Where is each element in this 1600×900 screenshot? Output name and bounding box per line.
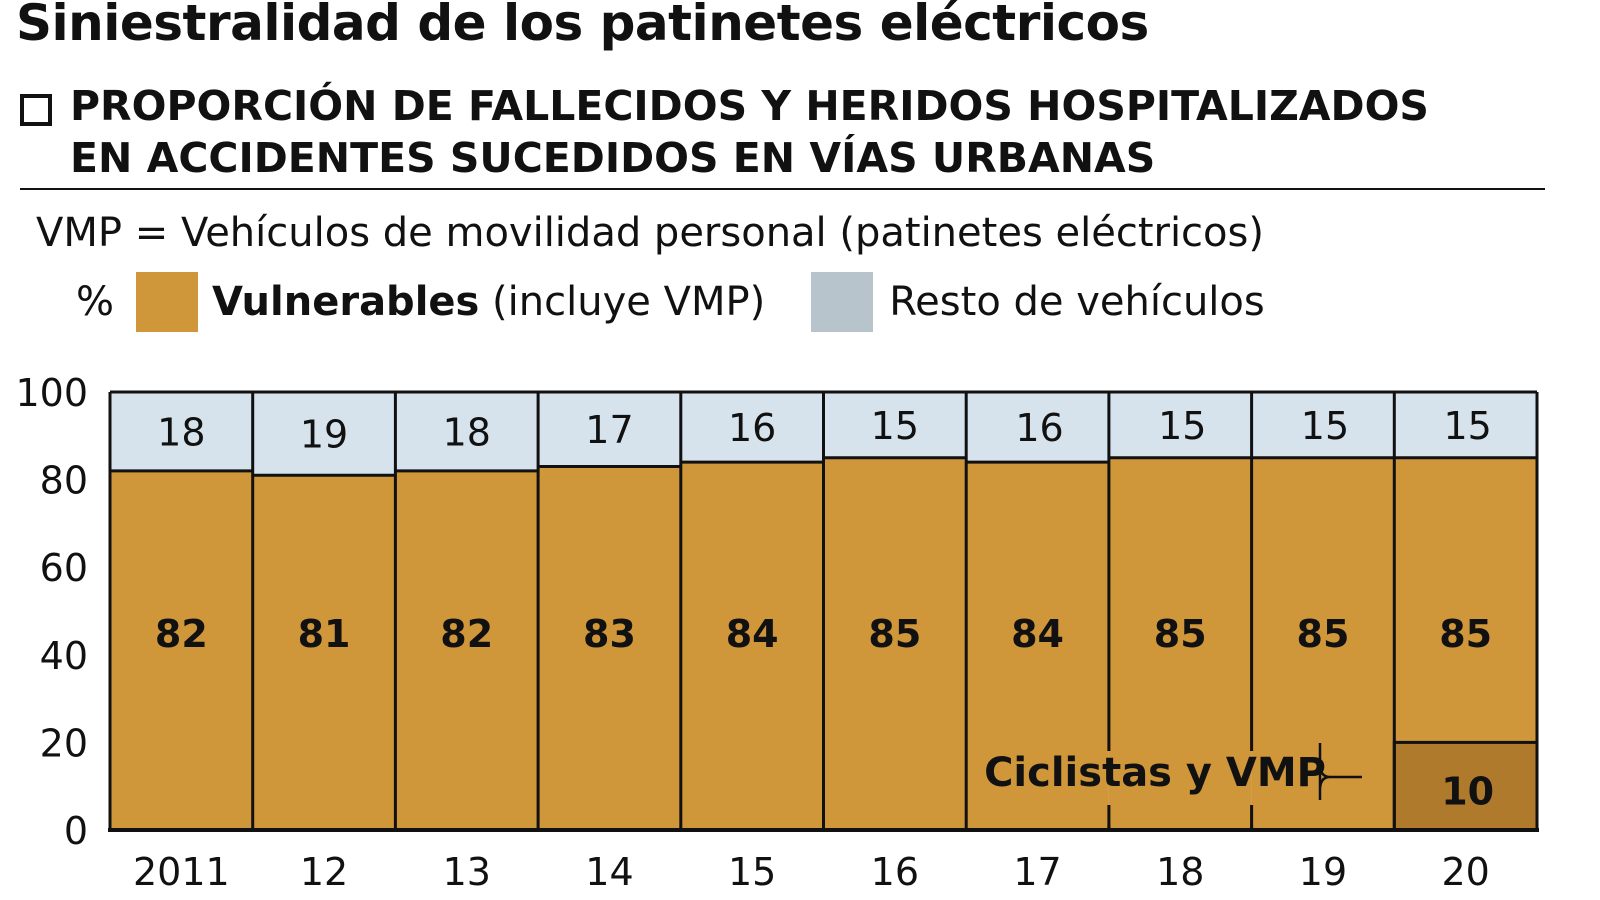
legend-swatch-resto — [811, 272, 874, 332]
data-label-resto: 15 — [1158, 404, 1206, 448]
data-label-ciclistas-vmp: 10 — [1441, 769, 1494, 813]
bar-segment-resto — [1251, 392, 1395, 458]
data-label-vulnerables: 85 — [868, 612, 921, 656]
subtitle-line-1: PROPORCIÓN DE FALLECIDOS Y HERIDOS HOSPI… — [70, 82, 1429, 130]
x-tick-label: 17 — [1013, 850, 1061, 894]
bar-segment-resto — [252, 392, 396, 476]
x-tick-label: 15 — [728, 850, 776, 894]
legend-label-resto: Resto de vehículos — [889, 279, 1265, 325]
y-tick-label: 20 — [40, 721, 88, 765]
chart-title: Siniestralidad de los patinetes eléctric… — [16, 0, 1149, 52]
data-label-resto: 15 — [871, 404, 919, 448]
unit-label: % — [76, 279, 115, 325]
bar-segment-vulnerables — [395, 470, 539, 830]
legend-label-bold: Vulnerables — [212, 279, 480, 325]
y-tick-label: 40 — [40, 634, 88, 678]
bar-segment-resto — [823, 392, 967, 458]
data-label-resto: 16 — [728, 406, 776, 450]
bar-segment-vulnerables — [823, 457, 967, 830]
annotation-bracket — [1318, 743, 1362, 800]
data-label-vulnerables: 84 — [1011, 612, 1064, 656]
data-label-resto: 15 — [1443, 404, 1491, 448]
x-tick-label: 14 — [585, 850, 633, 894]
data-label-vulnerables: 83 — [583, 612, 636, 656]
divider — [20, 188, 1545, 190]
bar-segment-resto — [538, 392, 681, 467]
data-label-vulnerables: 84 — [726, 612, 779, 656]
bar-segment-resto — [1108, 392, 1252, 458]
x-tick-label: 19 — [1299, 850, 1347, 894]
data-label-resto: 18 — [443, 410, 491, 454]
legend-label-vulnerables: Vulnerables (incluye VMP) — [212, 279, 765, 325]
data-label-resto: 19 — [300, 413, 348, 457]
data-label-vulnerables: 82 — [155, 612, 208, 656]
x-tick-label: 12 — [300, 850, 348, 894]
bar-segment-vulnerables — [680, 462, 824, 830]
legend: % Vulnerables (incluye VMP) Resto de veh… — [76, 272, 1265, 332]
x-tick-label: 20 — [1441, 850, 1489, 894]
x-tick-label: 2011 — [133, 850, 230, 894]
x-tick-label: 16 — [871, 850, 919, 894]
data-label-vulnerables: 85 — [1439, 612, 1492, 656]
data-label-resto: 17 — [585, 408, 633, 452]
y-tick-label: 60 — [40, 546, 88, 590]
data-label-vulnerables: 82 — [440, 612, 493, 656]
bar-segment-ciclistas-vmp — [1392, 740, 1539, 832]
data-label-vulnerables: 81 — [298, 612, 351, 656]
data-label-resto: 18 — [157, 410, 205, 454]
y-tick-label: 80 — [40, 459, 88, 503]
bar-segment-resto — [1394, 392, 1537, 458]
legend-label-rest: (incluye VMP) — [479, 279, 766, 325]
y-tick-label: 0 — [64, 809, 88, 853]
bar-segment-vulnerables — [966, 462, 1109, 830]
subtitle-line-2: EN ACCIDENTES SUCEDIDOS EN VÍAS URBANAS — [70, 134, 1156, 182]
square-bullet-icon — [20, 94, 52, 126]
legend-swatch-vulnerables — [136, 272, 199, 332]
annotation-label: Ciclistas y VMP — [984, 750, 1326, 796]
data-label-vulnerables: 85 — [1297, 612, 1350, 656]
data-label-vulnerables: 85 — [1154, 612, 1207, 656]
data-label-resto: 16 — [1015, 406, 1063, 450]
bar-segment-vulnerables — [110, 470, 253, 830]
bar-segment-vulnerables — [252, 475, 396, 830]
y-tick-label: 100 — [15, 371, 88, 415]
x-tick-label: 18 — [1156, 850, 1204, 894]
x-tick-label: 13 — [443, 850, 491, 894]
bar-segment-resto — [966, 392, 1109, 463]
bar-segment-vulnerables — [1108, 457, 1252, 830]
bar-segment-resto — [395, 392, 539, 471]
bar-segment-vulnerables — [1251, 457, 1395, 830]
chart-subtitle: PROPORCIÓN DE FALLECIDOS Y HERIDOS HOSPI… — [70, 80, 1429, 184]
abbreviation-note: VMP = Vehículos de movilidad personal (p… — [36, 210, 1264, 256]
bar-segment-resto — [110, 392, 253, 471]
bar-segment-vulnerables — [538, 466, 681, 830]
bar-segment-resto — [680, 392, 824, 463]
data-label-resto: 15 — [1301, 404, 1349, 448]
